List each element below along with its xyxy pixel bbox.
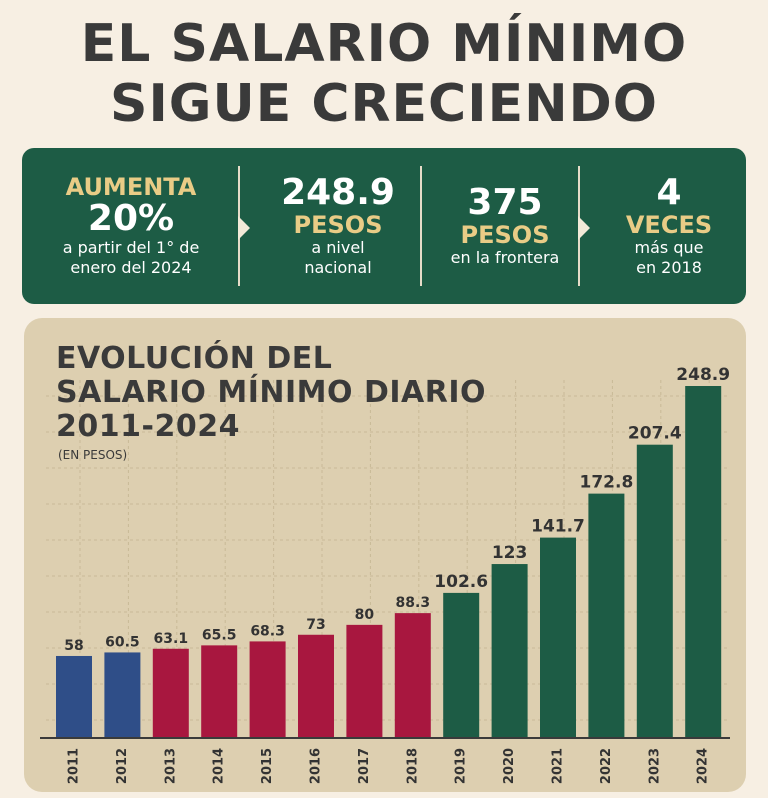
headline: EL SALARIO MÍNIMO SIGUE CRECIENDO [0, 14, 768, 134]
value-label-2011: 58 [64, 638, 83, 654]
bar-2014 [201, 645, 238, 738]
x-tick-2020: 2020 [502, 748, 517, 784]
bar-2013 [152, 648, 189, 738]
chart-panel [24, 318, 746, 792]
headline-line-2: SIGUE CRECIENDO [110, 74, 658, 134]
border-unit: PESOS [460, 221, 550, 249]
border-amount: 375 [467, 182, 543, 223]
bar-2024 [685, 386, 722, 738]
increase-line-2: enero del 2024 [70, 258, 192, 277]
value-label-2012: 60.5 [105, 634, 140, 650]
value-label-2023: 207.4 [628, 424, 682, 444]
value-label-2024: 248.9 [676, 365, 730, 385]
x-tick-2011: 2011 [67, 748, 82, 784]
bar-2016 [298, 634, 334, 738]
headline-line-1: EL SALARIO MÍNIMO [80, 14, 688, 74]
value-label-2020: 123 [492, 543, 528, 563]
x-tick-2019: 2019 [454, 748, 469, 784]
increase-label: AUMENTA [65, 173, 197, 201]
banner-item-times: 4 VECES más que en 2018 [592, 148, 746, 304]
national-line-2: nacional [304, 258, 372, 277]
value-label-2021: 141.7 [531, 517, 585, 537]
x-tick-2016: 2016 [309, 748, 324, 784]
bar-2023 [636, 444, 673, 738]
bar-2021 [540, 537, 576, 738]
bar-2018 [394, 613, 431, 738]
banner-item-border: 375 PESOS en la frontera [422, 148, 588, 304]
bar-2022 [588, 493, 625, 738]
x-tick-2015: 2015 [260, 748, 275, 784]
x-tick-2018: 2018 [405, 748, 420, 784]
national-unit: PESOS [293, 211, 383, 239]
x-tick-2014: 2014 [212, 748, 227, 784]
times-unit: VECES [625, 211, 713, 239]
x-tick-2017: 2017 [357, 748, 372, 784]
x-tick-2024: 2024 [696, 748, 711, 784]
chart-title: EVOLUCIÓN DEL SALARIO MÍNIMO DIARIO 2011… [56, 341, 487, 444]
times-line-1: más que [634, 238, 704, 257]
value-label-2017: 80 [355, 607, 375, 623]
banner-divider [420, 166, 422, 286]
value-label-2022: 172.8 [580, 473, 634, 493]
bar-2019 [443, 592, 480, 738]
x-tick-2021: 2021 [551, 748, 566, 784]
border-line-1: en la frontera [450, 248, 560, 267]
times-line-2: en 2018 [636, 258, 702, 277]
times-amount: 4 [656, 172, 682, 213]
increase-line-1: a partir del 1° de [62, 238, 200, 257]
chart-subtitle: (EN PESOS) [58, 448, 128, 462]
value-label-2019: 102.6 [434, 572, 488, 592]
banner-item-national: 248.9 PESOS a nivel nacional [254, 148, 422, 304]
value-label-2018: 88.3 [396, 595, 431, 611]
national-line-1: a nivel [311, 238, 365, 257]
chevron-right-icon [238, 216, 250, 240]
x-tick-2013: 2013 [163, 748, 178, 784]
banner-item-increase: AUMENTA 20% a partir del 1° de enero del… [22, 148, 240, 304]
national-amount: 248.9 [281, 172, 395, 213]
increase-percent: 20% [87, 198, 175, 239]
chevron-right-icon [578, 216, 590, 240]
value-label-2016: 73 [306, 617, 325, 633]
x-tick-2012: 2012 [115, 748, 130, 784]
bar-2015 [249, 641, 286, 738]
bar-2020 [491, 564, 528, 738]
bar-2012 [104, 652, 141, 738]
x-tick-2023: 2023 [647, 748, 662, 784]
value-label-2014: 65.5 [202, 627, 237, 643]
bar-2011 [56, 655, 92, 738]
value-label-2015: 68.3 [250, 623, 285, 639]
x-tick-2022: 2022 [599, 748, 614, 784]
value-label-2013: 63.1 [154, 631, 189, 647]
summary-banner: AUMENTA 20% a partir del 1° de enero del… [22, 148, 746, 304]
bar-2017 [346, 624, 383, 738]
